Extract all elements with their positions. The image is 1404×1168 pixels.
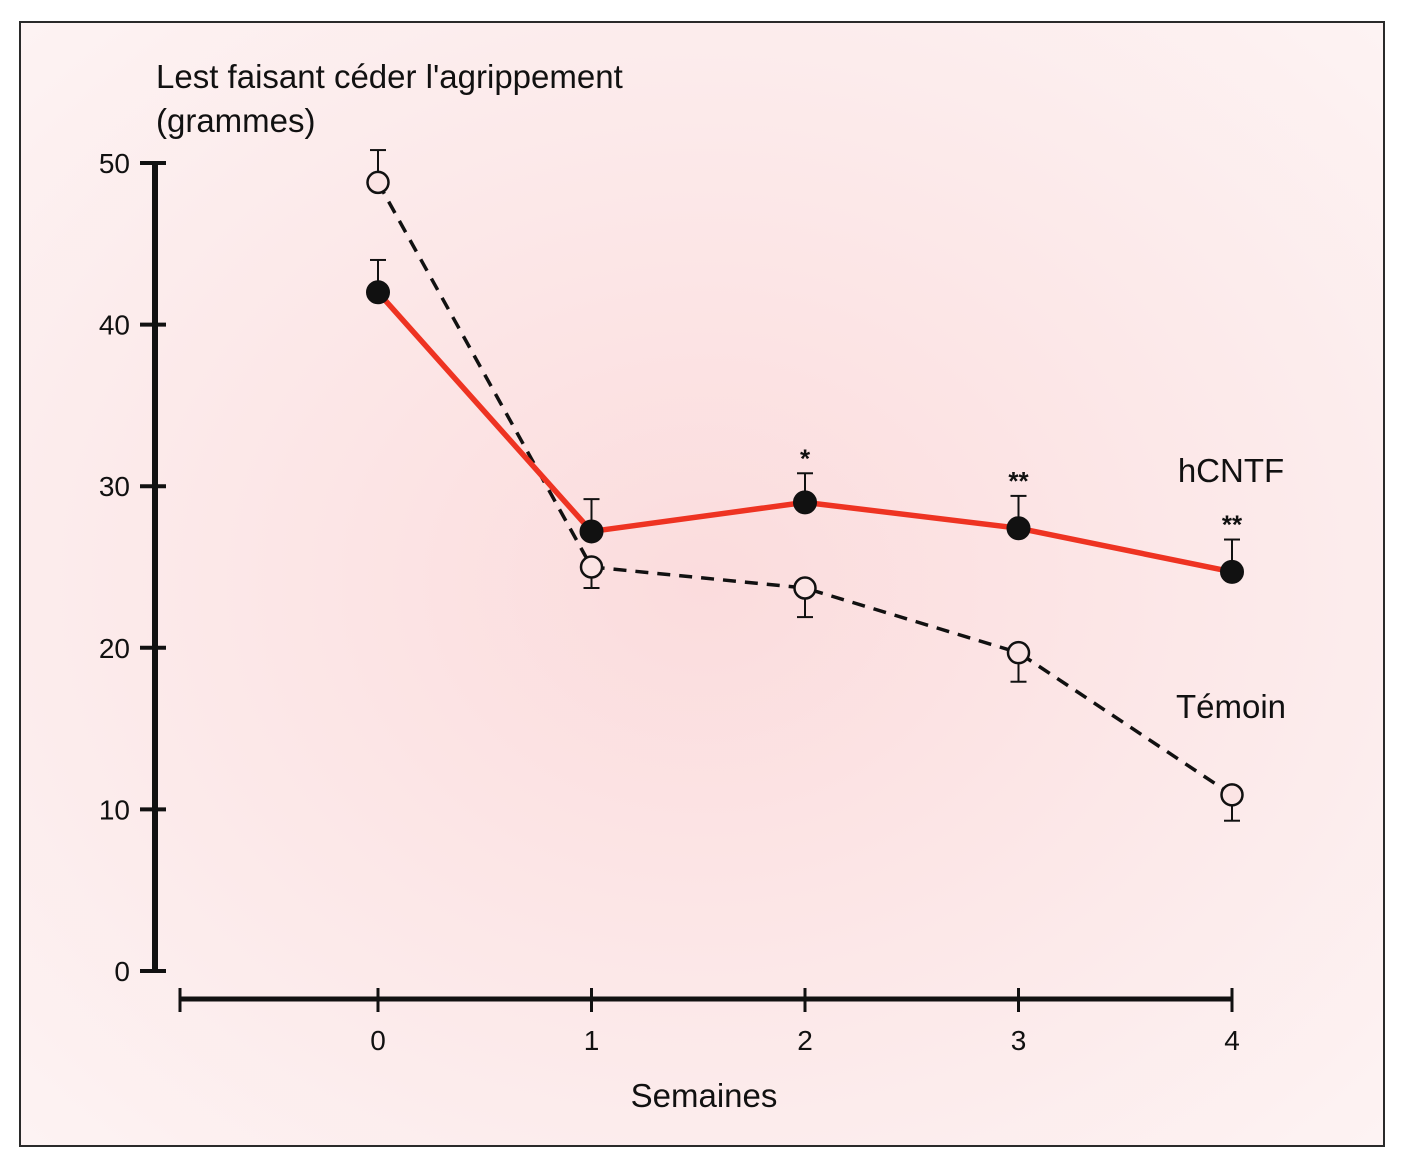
- x-tick-label: 1: [584, 1025, 600, 1056]
- series-label-hcntf: hCNTF: [1178, 452, 1284, 489]
- x-tick-label: 3: [1011, 1025, 1027, 1056]
- temoin-series-line: [376, 181, 1233, 797]
- significance-marker: **: [1008, 466, 1029, 496]
- hcntf-point: [579, 519, 604, 544]
- temoin-point: [579, 555, 604, 579]
- x-tick-label: 4: [1224, 1025, 1240, 1056]
- hcntf-point: [1006, 516, 1031, 541]
- x-axis-title: Semaines: [631, 1077, 778, 1114]
- temoin-point: [1220, 783, 1244, 807]
- chart-background: [19, 21, 1385, 1147]
- y-axis-title-line1: Lest faisant céder l'agrippement: [156, 58, 623, 95]
- y-axis-title-line2: (grammes): [156, 102, 316, 139]
- x-tick-label: 0: [370, 1025, 386, 1056]
- y-tick-label: 0: [114, 956, 130, 987]
- y-tick-label: 10: [99, 794, 130, 825]
- x-tick-label: 2: [797, 1025, 813, 1056]
- y-tick-label: 20: [99, 633, 130, 664]
- temoin-point: [366, 170, 390, 195]
- temoin-point: [1006, 640, 1031, 665]
- hcntf-point: [793, 490, 817, 515]
- series-layer: *****: [366, 149, 1244, 822]
- y-tick-label: 30: [99, 471, 130, 502]
- series-label-temoin: Témoin: [1176, 688, 1286, 725]
- y-tick-label: 40: [99, 310, 130, 341]
- y-tick-label: 50: [99, 148, 130, 179]
- x-axis-ticks: 0 1 2 3 4: [178, 988, 1240, 1056]
- hcntf-point: [1220, 559, 1244, 584]
- significance-marker: *: [800, 443, 811, 473]
- hcntf-point: [366, 280, 390, 305]
- temoin-point: [793, 576, 817, 600]
- significance-marker: **: [1222, 510, 1243, 540]
- y-axis-ticks: 0 10 20 30 40 50: [99, 148, 166, 987]
